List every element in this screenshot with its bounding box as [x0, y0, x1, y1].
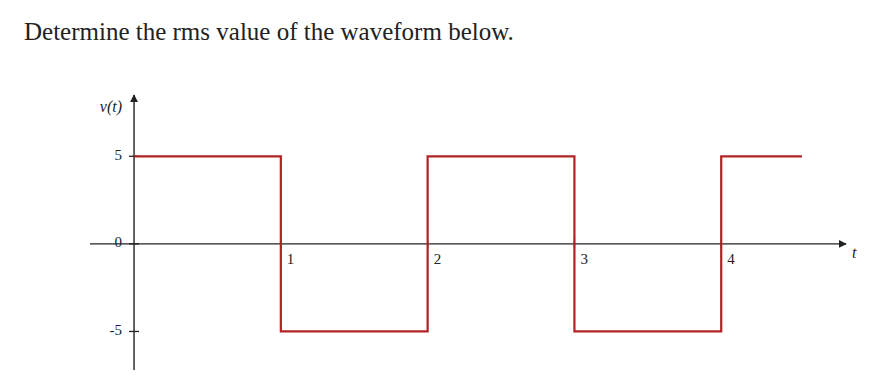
y-tick	[129, 243, 139, 244]
x-tick-label: 1	[287, 251, 295, 267]
title: Determine the rms value of the waveform …	[24, 18, 514, 45]
x-tick-label: 4	[727, 251, 735, 267]
y-tick	[129, 331, 139, 332]
x-tick-label: 2	[434, 251, 442, 267]
chart-svg: Determine the rms value of the waveform …	[0, 0, 896, 384]
x-axis	[90, 243, 846, 244]
x-axis-label: t	[852, 244, 857, 261]
y-axis	[133, 95, 134, 370]
x-tick-label: 3	[580, 251, 588, 267]
waveform	[134, 156, 802, 331]
y-tick-label: -5	[110, 322, 123, 338]
y-tick-label: 0	[115, 234, 123, 250]
plot-area	[134, 156, 802, 331]
y-tick-label: 5	[115, 147, 123, 163]
chart-container: Determine the rms value of the waveform …	[0, 0, 896, 384]
y-axis-label: v(t)	[100, 98, 122, 116]
